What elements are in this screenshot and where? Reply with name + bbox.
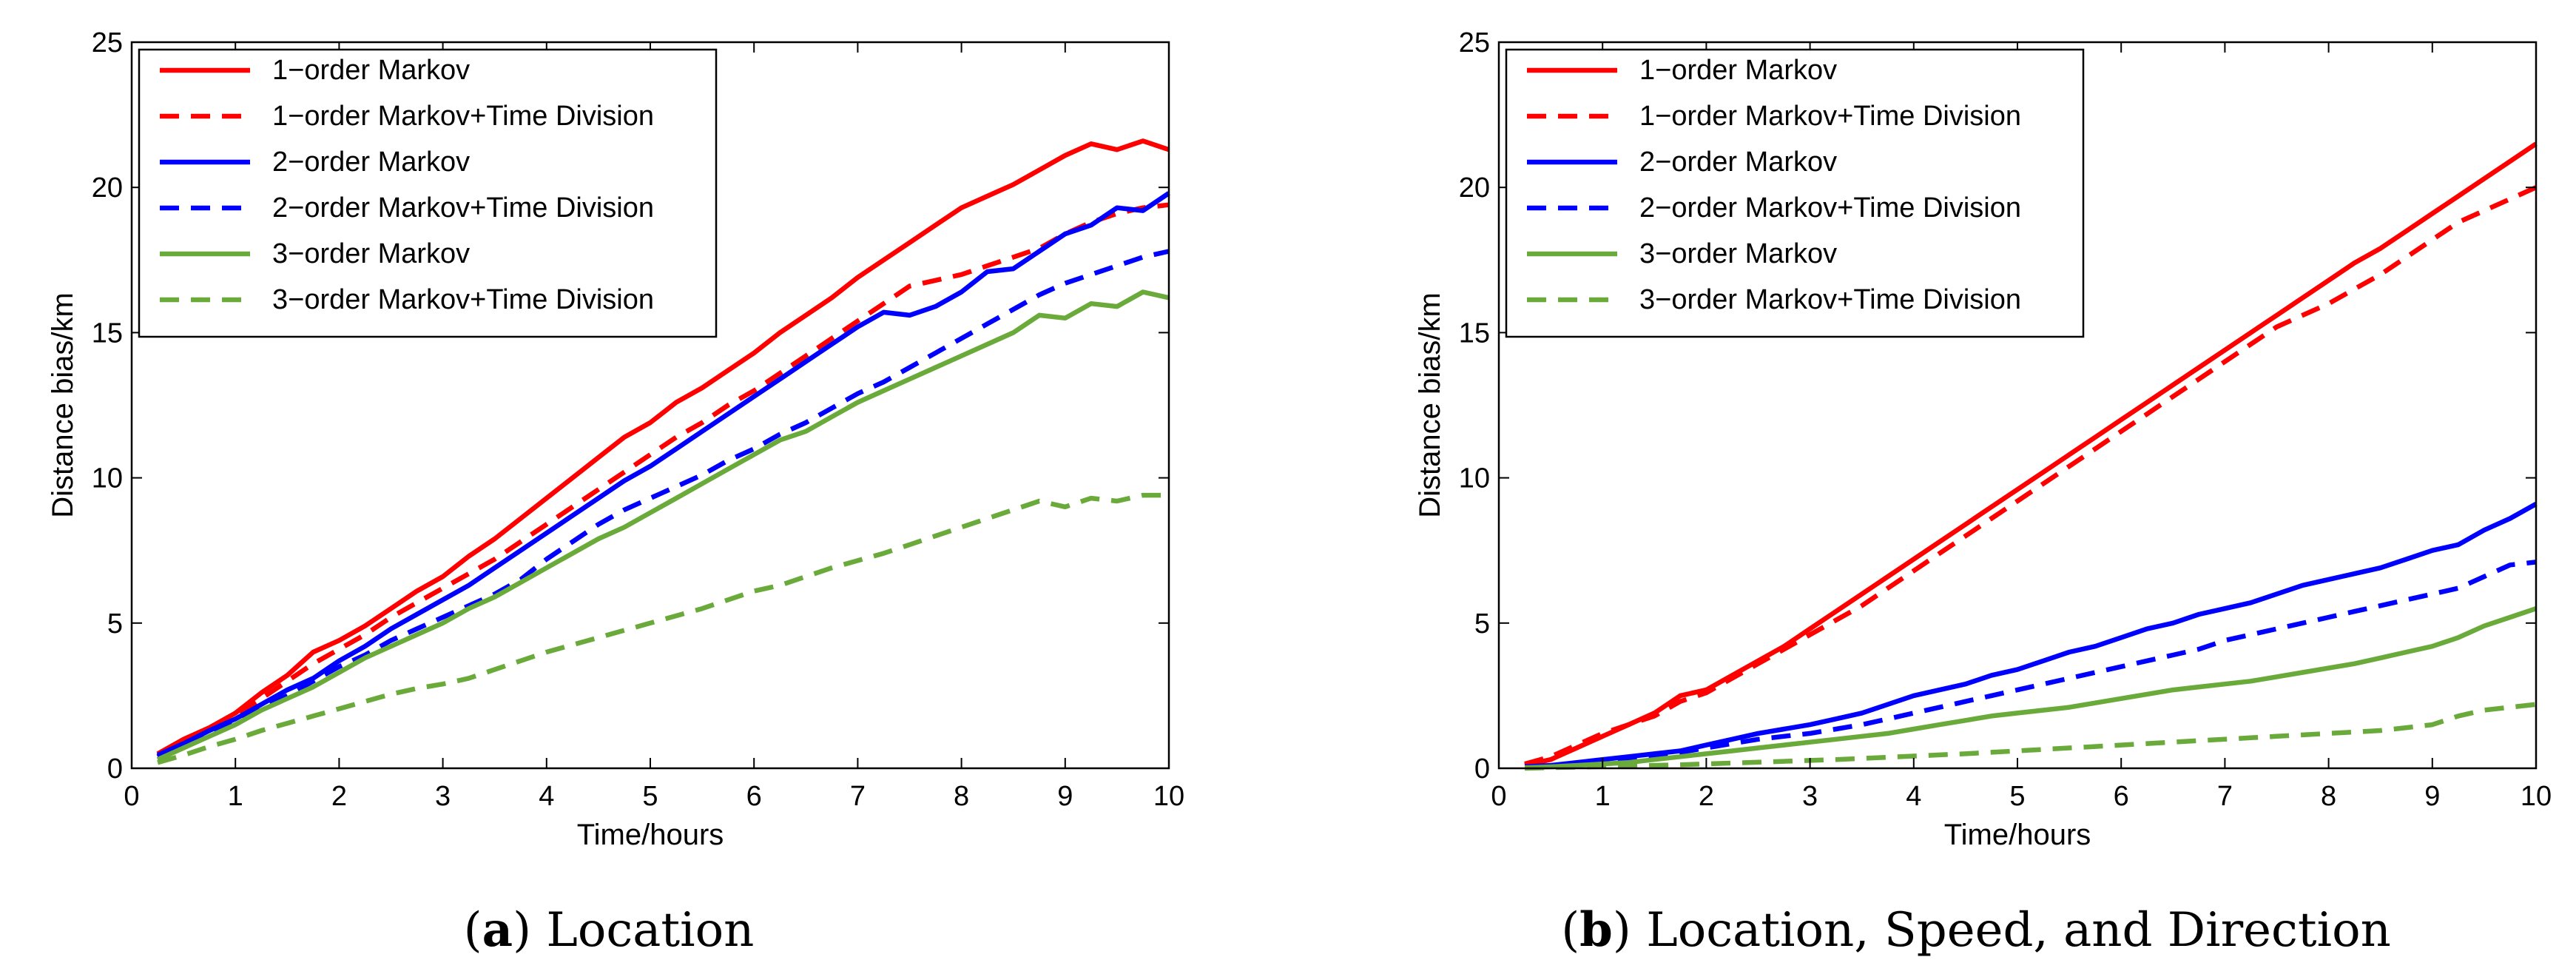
legend: 1−order Markov 1−order Markov+Time Divisi… <box>1505 48 2085 338</box>
legend-label-3: 2−order Markov <box>272 147 470 178</box>
x-tick-label: 8 <box>2321 781 2336 812</box>
x-tick-label: 10 <box>2521 781 2552 812</box>
x-tick-label: 0 <box>124 781 139 812</box>
series-line-5 <box>156 289 1170 762</box>
y-tick-label: 20 <box>92 172 123 204</box>
x-tick-label: 6 <box>746 781 762 812</box>
caption-text: Location <box>546 903 754 958</box>
x-tick-label: 1 <box>228 781 243 812</box>
y-tick-label: 15 <box>1459 318 1490 349</box>
y-tick-label: 10 <box>92 463 123 494</box>
x-tick-label: 4 <box>1906 781 1921 812</box>
series-line-2 <box>156 202 1170 759</box>
x-axis-label: Time/hours <box>1944 819 2091 851</box>
legend-box <box>138 48 718 338</box>
legend-label-2: 1−order Markov+Time Division <box>272 101 654 132</box>
legend-label-6: 3−order Markov+Time Division <box>272 284 654 315</box>
series-line-5 <box>1524 606 2538 770</box>
caption-letter: a <box>482 902 513 958</box>
legend-box <box>1505 48 2085 338</box>
legend-label-1: 1−order Markov <box>272 55 470 86</box>
legend-label-2: 1−order Markov+Time Division <box>1639 101 2021 132</box>
legend-label-5: 3−order Markov <box>1639 238 1837 269</box>
legend-label-4: 2−order Markov+Time Division <box>272 192 654 224</box>
series-line-6 <box>1525 702 2537 771</box>
x-tick-label: 4 <box>539 781 554 812</box>
legend: 1−order Markov 1−order Markov+Time Divisi… <box>138 48 718 338</box>
series-line-2 <box>1524 185 2538 767</box>
series-line-1 <box>156 138 1170 756</box>
series-line-3 <box>156 191 1170 758</box>
x-tick-label: 9 <box>1057 781 1073 812</box>
caption-paren-close: ) <box>513 903 546 958</box>
y-tick-label: 10 <box>1459 463 1490 494</box>
x-tick-label: 6 <box>2114 781 2129 812</box>
y-tick-label: 25 <box>92 27 123 58</box>
caption-paren-open: ( <box>1561 903 1579 958</box>
x-tick-label: 5 <box>642 781 658 812</box>
chart-panel-b: 0 1 2 3 4 5 6 7 8 9 10 0 5 10 15 20 25 Time/hours Distance… <box>1414 27 2552 958</box>
chart-panel-a: 0 1 2 3 4 5 6 7 8 9 10 0 5 10 15 20 25 Time/hours Distance… <box>47 27 1184 958</box>
x-tick-label: 0 <box>1491 781 1506 812</box>
y-tick-label: 0 <box>107 753 123 785</box>
series-line-1 <box>1524 141 2538 768</box>
legend-label-6: 3−order Markov+Time Division <box>1639 284 2021 315</box>
x-tick-label: 9 <box>2424 781 2440 812</box>
x-tick-label: 2 <box>331 781 347 812</box>
y-tick-label: 15 <box>92 318 123 349</box>
y-axis-label: Distance bias/km <box>1414 292 1446 518</box>
x-tick-label: 7 <box>2217 781 2233 812</box>
legend-label-4: 2−order Markov+Time Division <box>1639 192 2021 224</box>
legend-label-3: 2−order Markov <box>1639 147 1837 178</box>
x-tick-label: 3 <box>435 781 451 812</box>
x-tick-label: 5 <box>2009 781 2025 812</box>
y-tick-label: 5 <box>107 608 123 639</box>
y-axis-label: Distance bias/km <box>47 292 79 518</box>
legend-label-5: 3−order Markov <box>272 238 470 269</box>
caption-paren-open: ( <box>464 903 482 958</box>
caption-letter: b <box>1579 902 1613 958</box>
y-tick-label: 0 <box>1474 753 1490 785</box>
y-tick-label: 5 <box>1474 608 1490 639</box>
panel-caption: (a) Location <box>464 902 755 958</box>
x-tick-label: 1 <box>1595 781 1611 812</box>
x-tick-label: 7 <box>850 781 866 812</box>
x-tick-label: 10 <box>1153 781 1184 812</box>
y-tick-label: 20 <box>1459 172 1490 204</box>
x-axis-label: Time/hours <box>577 819 724 851</box>
x-tick-label: 8 <box>954 781 969 812</box>
x-tick-label: 2 <box>1699 781 1714 812</box>
y-tick-label: 25 <box>1459 27 1490 58</box>
series-line-6 <box>157 492 1169 765</box>
caption-paren-close: ) <box>1613 903 1646 958</box>
series-line-4 <box>1524 560 2537 770</box>
legend-label-1: 1−order Markov <box>1639 55 1837 86</box>
panel-caption: (b) Location, Speed, and Direction <box>1561 902 2391 958</box>
x-tick-label: 3 <box>1802 781 1818 812</box>
caption-text: Location, Speed, and Direction <box>1646 903 2391 958</box>
series-line-4 <box>156 249 1170 759</box>
